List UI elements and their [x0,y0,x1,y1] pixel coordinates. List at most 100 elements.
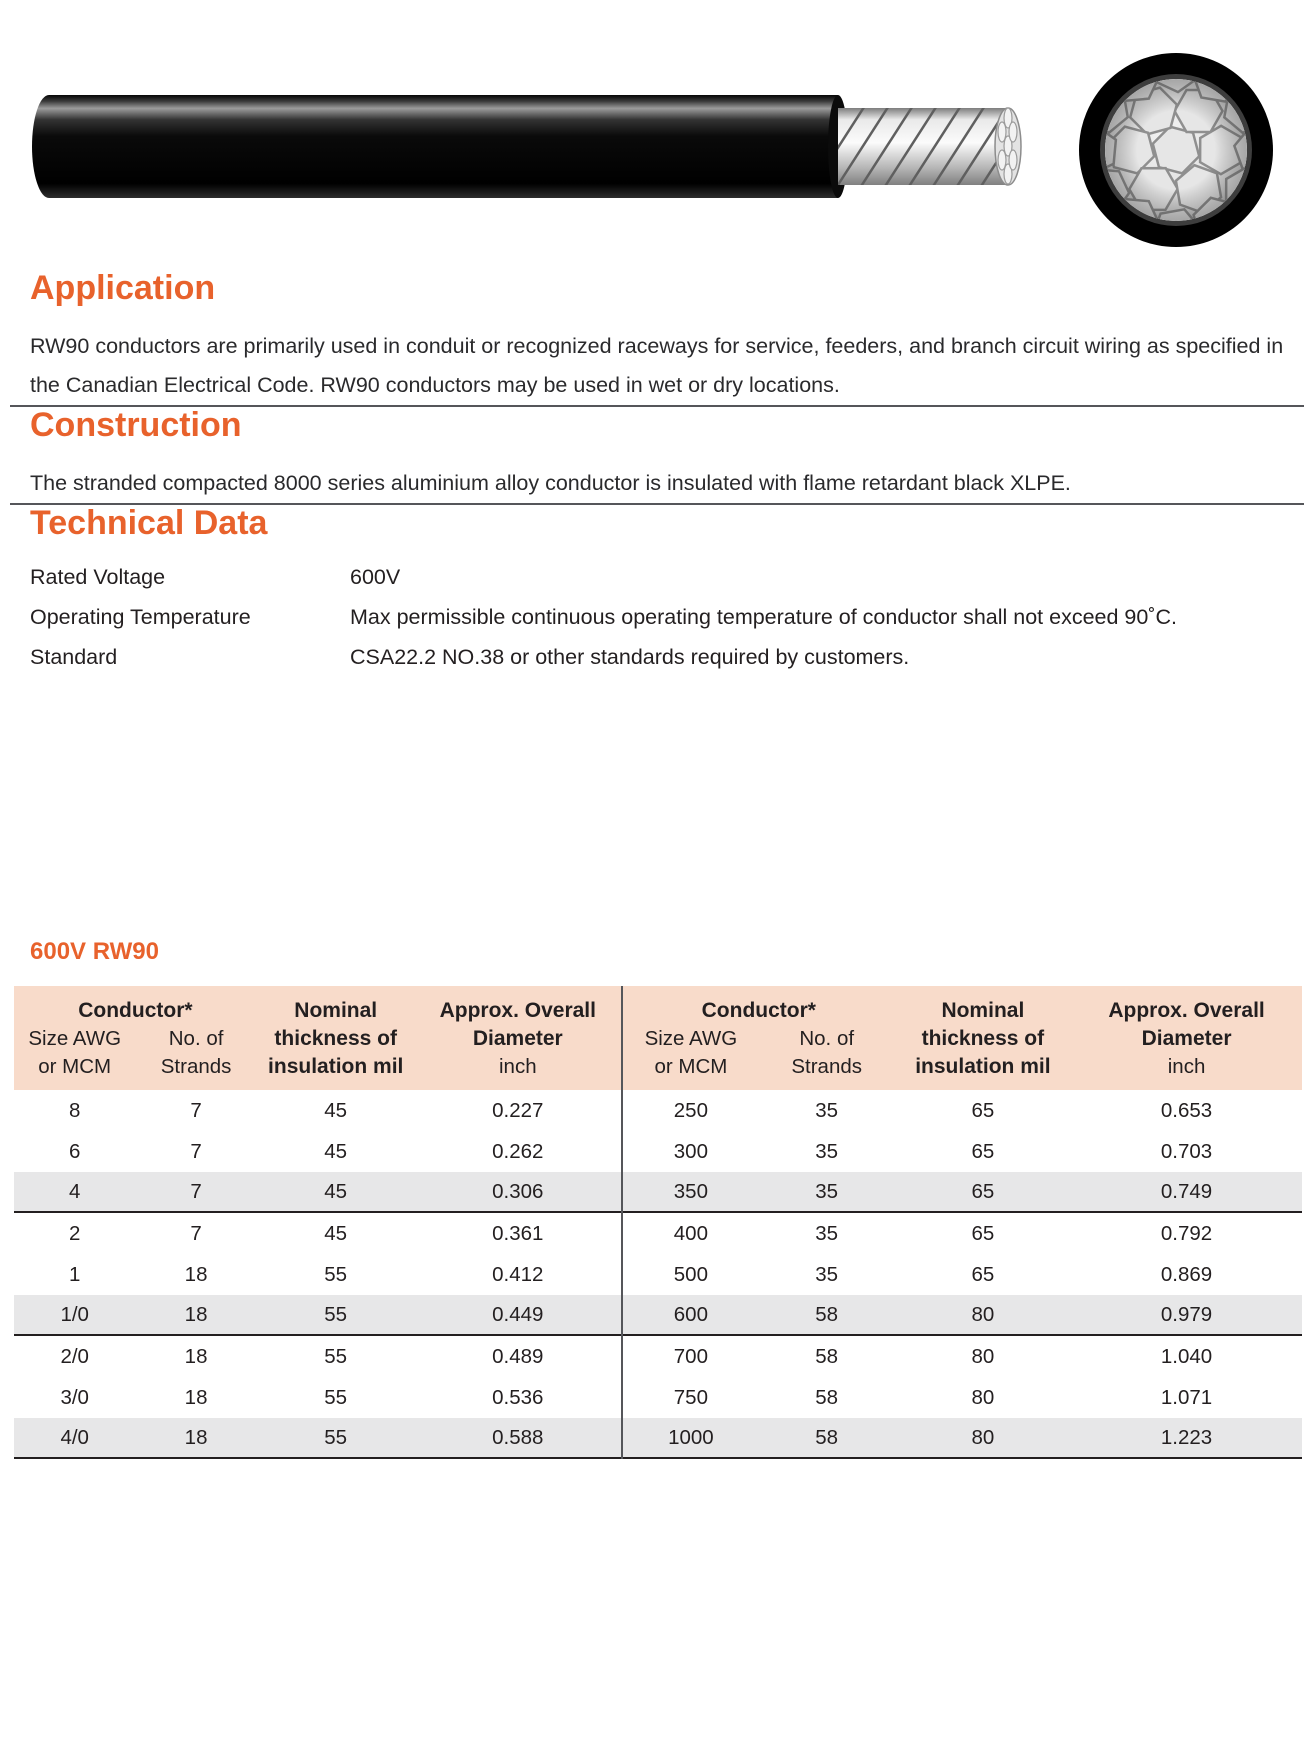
cell-size: 1000 [668,1425,714,1449]
table-row: 400 35 65 0.792 [623,1213,1302,1254]
header-diameter: Approx. Overall Diameter inch [1108,999,1265,1078]
cell-strands: 35 [815,1221,839,1245]
tech-row-operating-temperature: Operating Temperature Max permissible co… [30,597,1284,637]
cell-size: 350 [673,1179,708,1203]
cell-thickness: 45 [324,1221,348,1245]
table-row: 1000 58 80 1.223 [623,1418,1302,1459]
table-vertical-divider [621,986,623,1459]
application-title: Application [30,269,216,307]
cell-strands: 7 [190,1139,202,1163]
table-right-half: Conductor* Size AWG or MCM No. of Strand… [623,986,1302,1459]
tech-value: Max permissible continuous operating tem… [350,605,1178,629]
table-row: 4/0 18 55 0.588 [14,1418,621,1459]
cell-size: 4 [68,1179,81,1203]
cell-thickness: 80 [971,1425,995,1449]
header-conductor-group: Conductor* Size AWG or MCM No. of Strand… [14,997,257,1090]
table-row: 3/0 18 55 0.536 [14,1377,621,1418]
cell-strands: 35 [815,1179,839,1203]
table-row: 4 7 45 0.306 [14,1172,621,1213]
header-size: Size AWG or MCM [644,1027,738,1078]
cell-size: 600 [673,1302,708,1326]
cell-diameter: 0.749 [1160,1179,1213,1203]
table-row: 500 35 65 0.869 [623,1254,1302,1295]
cell-thickness: 80 [971,1302,995,1326]
cell-size: 300 [673,1139,708,1163]
tech-label: Rated Voltage [30,565,166,589]
cell-strands: 35 [815,1262,839,1286]
cell-size: 4/0 [60,1425,89,1449]
cell-strands: 58 [815,1344,839,1368]
cell-thickness: 65 [971,1262,995,1286]
header-conductor: Conductor* [701,999,816,1022]
cell-diameter: 0.412 [492,1262,544,1286]
table-body-left: 8 7 45 0.227 6 7 45 0.262 4 7 [14,1090,621,1459]
cell-diameter: 0.227 [492,1098,544,1122]
cell-diameter: 0.869 [1160,1262,1213,1286]
tech-value: 600V [350,565,401,589]
table-row: 2 7 45 0.361 [14,1213,621,1254]
cell-thickness: 55 [324,1262,348,1286]
cell-diameter: 0.489 [492,1344,544,1368]
cell-diameter: 0.361 [492,1221,544,1245]
table-row: 350 35 65 0.749 [623,1172,1302,1213]
cable-conductor [838,107,1022,186]
tech-row-rated-voltage: Rated Voltage 600V [30,557,1284,597]
cell-thickness: 45 [324,1139,348,1163]
cell-size: 2/0 [60,1344,89,1368]
tech-label: Standard [30,645,118,669]
table-row: 600 58 80 0.979 [623,1295,1302,1336]
cell-thickness: 65 [971,1098,995,1122]
divider [10,503,1304,505]
cell-thickness: 55 [324,1425,348,1449]
cell-strands: 7 [190,1179,202,1203]
cell-strands: 7 [190,1098,202,1122]
cell-size: 400 [673,1221,708,1245]
cell-size: 1/0 [60,1302,89,1326]
table-row: 700 58 80 1.040 [623,1336,1302,1377]
divider [10,405,1304,407]
application-body: RW90 conductors are primarily used in co… [30,334,1284,397]
cell-size: 8 [68,1098,81,1122]
header-conductor: Conductor* [78,999,193,1022]
cell-diameter: 0.262 [492,1139,544,1163]
cell-thickness: 65 [971,1179,995,1203]
cell-strands: 18 [184,1344,208,1368]
header-strands: No. of Strands [791,1027,863,1078]
construction-title: Construction [30,406,242,444]
cell-diameter: 0.979 [1160,1302,1213,1326]
cable-cross-section [1079,53,1273,247]
technical-data-list: Rated Voltage 600V Operating Temperature… [30,557,1284,677]
cell-strands: 18 [184,1385,208,1409]
tech-value: CSA22.2 NO.38 or other standards require… [350,645,910,669]
cell-diameter: 0.703 [1160,1139,1213,1163]
cell-size: 1 [68,1262,81,1286]
cell-strands: 58 [815,1385,839,1409]
header-conductor-group: Conductor* Size AWG or MCM No. of Strand… [623,997,895,1090]
cell-size: 700 [673,1344,708,1368]
cell-thickness: 45 [324,1098,348,1122]
table-row: 8 7 45 0.227 [14,1090,621,1131]
cell-diameter: 0.588 [492,1425,544,1449]
header-diameter: Approx. Overall Diameter inch [439,999,596,1078]
cable-jacket [32,95,848,198]
cell-thickness: 55 [324,1385,348,1409]
cell-strands: 58 [815,1302,839,1326]
cell-strands: 35 [815,1139,839,1163]
technical-data-title: Technical Data [30,504,268,542]
cell-size: 500 [673,1262,708,1286]
cell-size: 2 [68,1221,81,1245]
cell-diameter: 0.536 [492,1385,544,1409]
table-left-half: Conductor* Size AWG or MCM No. of Strand… [14,986,621,1459]
tech-label: Operating Temperature [30,605,251,629]
cell-diameter: 0.653 [1160,1098,1213,1122]
table-row: 750 58 80 1.071 [623,1377,1302,1418]
cell-diameter: 1.040 [1160,1344,1213,1368]
construction-body: The stranded compacted 8000 series alumi… [30,471,1071,495]
cell-strands: 58 [815,1425,839,1449]
cell-size: 6 [68,1139,81,1163]
cell-diameter: 0.306 [492,1179,544,1203]
table-caption: 600V RW90 [30,938,159,965]
cell-strands: 18 [184,1425,208,1449]
table-row: 1/0 18 55 0.449 [14,1295,621,1336]
